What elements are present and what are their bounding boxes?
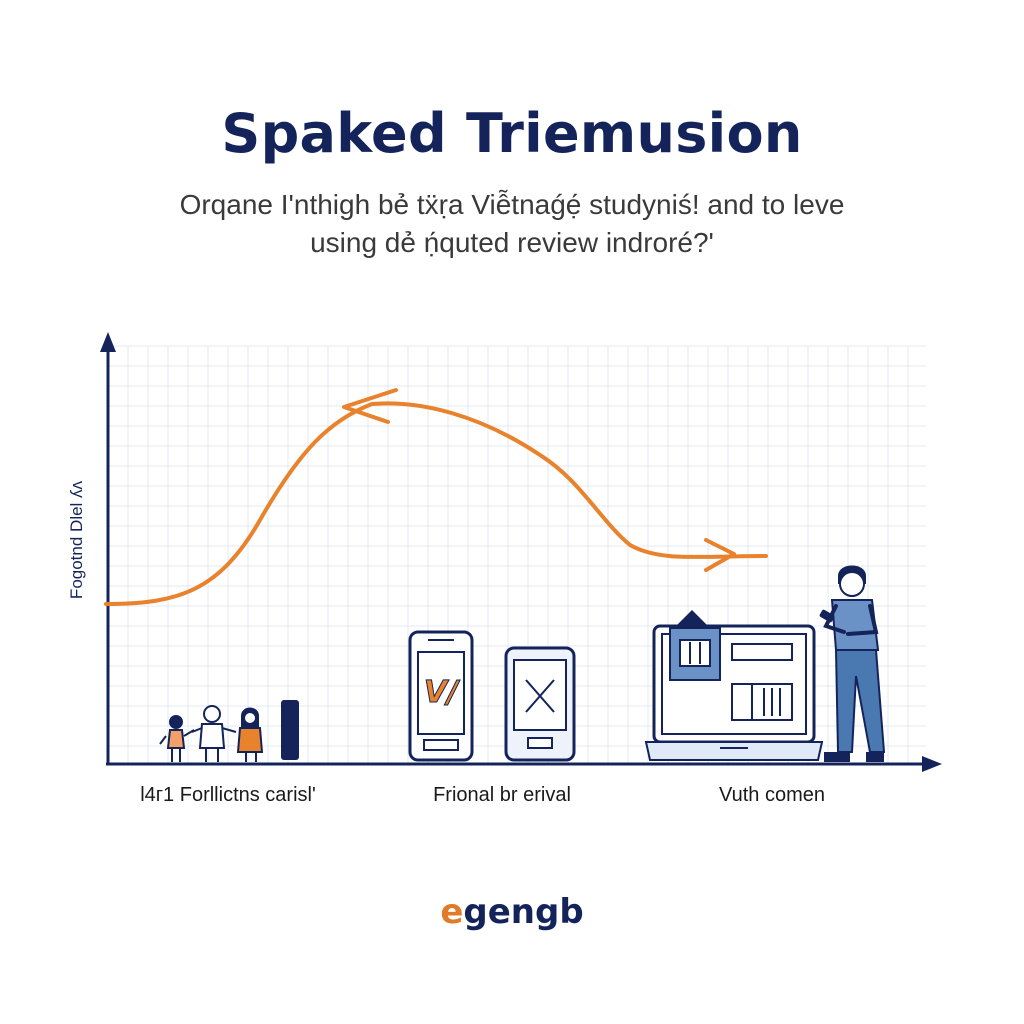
- error-phone-icon: [504, 646, 576, 762]
- subtitle-line-2: using dẻ ṇ́quted review indroré?': [310, 227, 714, 258]
- stage-label-2: Frional br erival: [433, 784, 571, 806]
- person-with-phone-icon: [819, 565, 886, 762]
- axes: [100, 332, 942, 772]
- y-axis-label: Fogotnd Dlel ʎʌ: [67, 480, 86, 599]
- stage-label-1: l4ᴦ1 Forllictns carisl': [140, 784, 316, 806]
- trend-curve: [104, 401, 768, 606]
- x-axis-arrow: [922, 756, 942, 772]
- curve-arrowhead-right: [704, 538, 736, 572]
- logo-prefix: e: [440, 892, 464, 932]
- y-axis-arrow: [100, 332, 116, 352]
- stage-label-3: Vuth comen: [719, 784, 825, 806]
- smartphone-icon: V/: [408, 630, 474, 762]
- page-title: Spaked Triemusion: [221, 102, 803, 165]
- phone-screen-text: V/: [424, 675, 461, 710]
- brand-logo: egengb: [0, 892, 1024, 932]
- laptop-icon: [644, 610, 824, 761]
- subtitle-line-1: Orqane I'nthigh bẻ tẍ̈ṛa Viễtnaǵẹ́ study…: [179, 189, 845, 220]
- logo-text: gengb: [463, 892, 584, 932]
- subtitle: Orqane I'nthigh bẻ tẍ̈ṛa Viễtnaǵẹ́ study…: [112, 186, 912, 262]
- family-figures-icon: [159, 705, 264, 762]
- bar-block: [281, 700, 299, 760]
- curve-arrowhead-left: [342, 388, 398, 424]
